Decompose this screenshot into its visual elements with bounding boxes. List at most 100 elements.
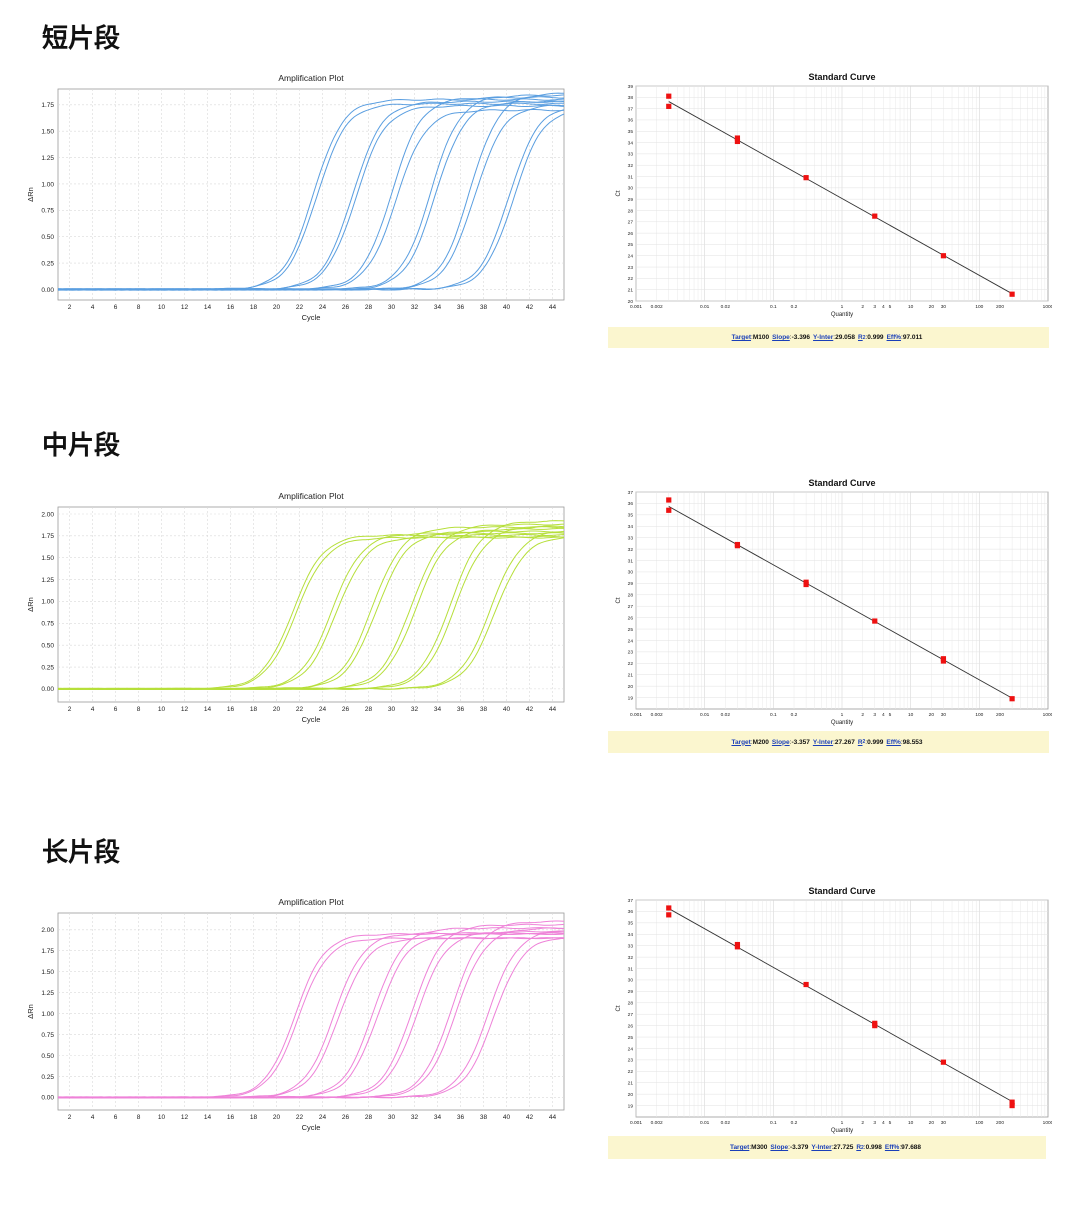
x-tick-label: 0.002 (651, 1120, 663, 1126)
x-tick-label: 34 (434, 304, 442, 311)
x-tick-label: 0.02 (721, 304, 731, 310)
y-tick-label: 0.75 (41, 208, 54, 215)
y-tick-label: 34 (628, 932, 634, 938)
y-tick-label: 1.75 (41, 102, 54, 109)
y-tick-label: 20 (628, 684, 634, 690)
x-tick-label: 0.002 (651, 712, 663, 718)
x-tick-label: 16 (227, 706, 235, 713)
stat-yinter-label[interactable]: Y-Inter (811, 1144, 832, 1151)
stat-slope-label[interactable]: Slope (771, 738, 790, 746)
stats-bar-medium: Target: M200 Slope: -3.357 Y-Inter: 27.267… (608, 731, 1049, 753)
stat-yinter-label[interactable]: Y-Inter (813, 334, 834, 341)
x-tick-label: 20 (929, 712, 935, 718)
y-tick-label: 1.25 (41, 577, 54, 584)
y-axis-label: Ct (616, 190, 622, 196)
stat-slope-value: -3.357 (791, 738, 810, 746)
x-tick-label: 32 (411, 304, 419, 311)
x-tick-label: 4 (91, 304, 95, 311)
standard-point (872, 213, 878, 219)
x-tick-label: 8 (137, 304, 141, 311)
y-tick-label: 0.25 (41, 260, 54, 267)
x-tick-label: 5 (889, 304, 892, 310)
y-tick-label: 1.75 (41, 533, 54, 540)
x-tick-label: 100 (975, 304, 983, 310)
stat-slope-label[interactable]: Slope (770, 1144, 789, 1151)
y-tick-label: 37 (628, 490, 634, 496)
stat-yinter-label[interactable]: Y-Inter (812, 738, 834, 746)
y-tick-label: 35 (628, 129, 634, 135)
x-tick-label: 18 (250, 1114, 258, 1121)
y-tick-label: 28 (628, 593, 634, 599)
x-tick-label: 30 (388, 706, 396, 713)
x-tick-label: 0.02 (721, 1120, 731, 1126)
x-tick-label: 20 (273, 1114, 281, 1121)
x-tick-label: 10 (158, 1114, 166, 1121)
standard-point (872, 1023, 878, 1029)
stat-r2-label[interactable]: R (856, 1144, 862, 1151)
y-tick-label: 23 (628, 265, 634, 271)
standard-point (803, 175, 809, 181)
stat-target-label[interactable]: Target (731, 334, 752, 341)
y-tick-label: 24 (628, 1046, 634, 1052)
y-tick-label: 35 (628, 513, 634, 519)
stat-separator: : (901, 334, 903, 341)
stat-target-label[interactable]: Target (729, 1144, 750, 1151)
x-tick-label: 30 (941, 304, 947, 310)
x-tick-label: 16 (227, 304, 235, 311)
x-tick-label: 0.2 (791, 1120, 798, 1126)
x-tick-label: 44 (549, 304, 557, 311)
stat-r2-label[interactable]: R (857, 334, 863, 341)
x-tick-label: 4 (91, 706, 95, 713)
stat-slope-value: -3.379 (789, 1144, 809, 1151)
stat-slope-label[interactable]: Slope (772, 334, 790, 341)
stat-eff-label[interactable]: Eff% (884, 1144, 900, 1151)
regression-line (668, 506, 1013, 699)
stat-r2-label[interactable]: R (857, 738, 863, 746)
x-tick-label: 42 (526, 1114, 534, 1121)
x-axis-label: Quantity (831, 720, 853, 726)
x-tick-label: 38 (480, 706, 488, 713)
y-tick-label: 1.25 (41, 155, 54, 162)
x-tick-label: 38 (480, 304, 488, 311)
y-tick-label: 36 (628, 118, 634, 124)
x-tick-label: 2 (861, 304, 864, 310)
y-axis-label: Ct (616, 597, 622, 603)
x-tick-label: 0.1 (770, 304, 777, 310)
y-tick-label: 21 (628, 287, 634, 293)
y-tick-label: 36 (628, 501, 634, 507)
x-tick-label: 30 (388, 304, 396, 311)
stat-target-label[interactable]: Target (731, 738, 751, 746)
standard-point (803, 981, 809, 988)
x-axis-label: Quantity (831, 312, 853, 318)
x-tick-label: 22 (296, 706, 304, 713)
stat-eff-label[interactable]: Eff% (886, 334, 902, 341)
y-tick-label: 0.50 (41, 642, 54, 649)
y-tick-label: 2.00 (41, 511, 54, 518)
x-tick-label: 1 (841, 712, 844, 718)
x-axis-label: Cycle (302, 715, 321, 724)
y-tick-label: 1.50 (41, 969, 54, 976)
standard-point (803, 581, 809, 588)
y-tick-label: 26 (628, 615, 634, 621)
x-tick-label: 1000 (1043, 1120, 1052, 1126)
stat-r2-sup: 2 (862, 739, 866, 745)
y-tick-label: 32 (628, 163, 634, 169)
standard-point (1009, 1099, 1015, 1105)
y-tick-label: 0.75 (41, 621, 54, 628)
stat-eff-label[interactable]: Eff% (886, 738, 901, 746)
y-tick-label: 0.00 (41, 287, 54, 294)
y-tick-label: 0.00 (41, 1095, 54, 1102)
y-tick-label: 29 (628, 581, 634, 587)
x-tick-label: 1000 (1043, 712, 1052, 718)
standard-point (734, 135, 741, 141)
standard-point (734, 138, 741, 145)
y-tick-label: 0.25 (41, 1074, 54, 1081)
standard-curve-short: Standard Curve 20 21 22 23 24 25 26 27 28 29 30 31 32… (608, 70, 1052, 318)
x-tick-label: 20 (929, 304, 935, 310)
y-tick-label: 19 (628, 695, 634, 701)
stat-separator: : (831, 1144, 834, 1151)
y-tick-label: 39 (628, 84, 634, 90)
y-tick-label: 23 (628, 650, 634, 656)
chart-title: Amplification Plot (278, 897, 344, 907)
y-tick-label: 24 (628, 638, 634, 644)
